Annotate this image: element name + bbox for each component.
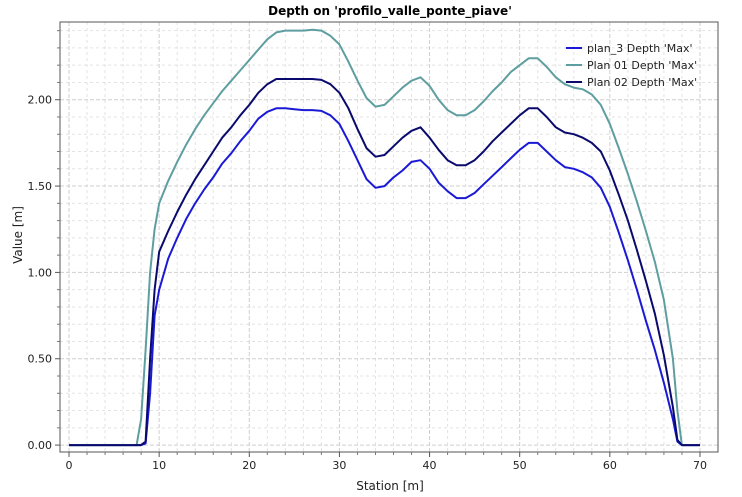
y-tick-label: 0.00 [28, 439, 53, 452]
legend-label-2: Plan 01 Depth 'Max' [587, 59, 697, 72]
x-tick-label: 60 [603, 459, 617, 472]
chart-title: Depth on 'profilo_valle_ponte_piave' [268, 4, 512, 19]
x-tick-label: 0 [66, 459, 73, 472]
series-line-2 [69, 28, 700, 447]
y-tick-label: 0.50 [28, 353, 53, 366]
x-tick-label: 10 [152, 459, 166, 472]
x-tick-label: 20 [242, 459, 256, 472]
y-tick-label: 1.00 [28, 266, 53, 279]
series-lines [69, 28, 700, 447]
x-tick-label: 50 [513, 459, 527, 472]
legend-label-1: plan_3 Depth 'Max' [587, 42, 693, 55]
x-axis-label: Station [m] [356, 479, 424, 493]
y-axis-label: Value [m] [11, 206, 25, 264]
axis-ticks: 0 10 20 30 40 50 60 70 0.00 0.50 1.00 1.50 2.00 [28, 30, 707, 472]
plot-frame [59, 21, 719, 453]
legend-label-3: Plan 02 Depth 'Max' [587, 76, 697, 89]
y-tick-label: 1.50 [28, 180, 53, 193]
series-line-3 [69, 78, 700, 447]
x-tick-label: 40 [423, 459, 437, 472]
x-tick-label: 70 [693, 459, 707, 472]
x-tick-label: 30 [332, 459, 346, 472]
legend: plan_3 Depth 'Max' Plan 01 Depth 'Max' Pla… [566, 42, 697, 89]
series-line-1 [69, 107, 700, 447]
y-tick-label: 2.00 [28, 94, 53, 107]
